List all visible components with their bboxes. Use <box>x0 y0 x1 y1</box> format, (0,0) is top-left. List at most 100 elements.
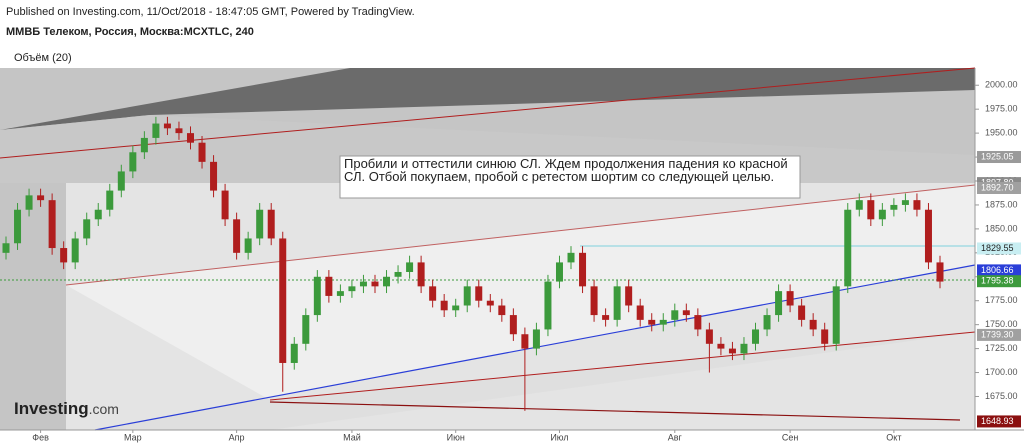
candle-body <box>440 300 448 311</box>
logo-suffix: .com <box>89 401 119 417</box>
candle-body <box>579 252 587 287</box>
price-tag-label: 1925.05 <box>981 151 1014 161</box>
candle-body <box>452 305 460 311</box>
candle-body <box>371 281 379 287</box>
candle-body <box>890 204 898 210</box>
trend-line <box>269 401 961 421</box>
candle-body <box>394 271 402 277</box>
candle-body <box>671 310 679 320</box>
candle-body <box>867 200 875 220</box>
logo: Investing.com <box>14 399 119 418</box>
candle-body <box>290 343 298 363</box>
price-tag-label: 1829.55 <box>981 243 1014 253</box>
price-tag <box>977 151 1021 164</box>
price-tag <box>977 242 1021 255</box>
candle-body <box>244 238 252 253</box>
y-tick-label: 1875.00 <box>985 199 1018 209</box>
candle-body <box>844 209 852 287</box>
candle-body <box>590 286 598 316</box>
candle-body <box>613 286 621 320</box>
x-tick-label: Фев <box>32 432 49 442</box>
candle-body <box>60 248 68 263</box>
candle-body <box>71 238 79 263</box>
y-tick-label: 1775.00 <box>985 295 1018 305</box>
y-tick-label: 1975.00 <box>985 104 1018 114</box>
x-tick-label: Июн <box>447 432 465 442</box>
candle-body <box>913 200 921 210</box>
candle-body <box>821 329 829 344</box>
candle-body <box>878 209 886 220</box>
candle-body <box>636 305 644 320</box>
candle-body <box>475 286 483 301</box>
candle-body <box>417 262 425 287</box>
candle-body <box>602 315 610 320</box>
candle-body <box>359 281 367 287</box>
logo-main: Investing <box>14 399 89 418</box>
y-tick-label: 1675.00 <box>985 391 1018 401</box>
candle-body <box>740 343 748 354</box>
candle-body <box>555 262 563 282</box>
trend-line <box>269 331 976 401</box>
candle-body <box>775 291 783 316</box>
candle-body <box>140 137 148 153</box>
price-tag-label: 1806.66 <box>981 265 1014 275</box>
candle-body <box>763 315 771 330</box>
price-tag <box>977 328 1021 341</box>
candle-body <box>14 209 22 244</box>
candle-body <box>198 142 206 162</box>
y-tick-label: 1725.00 <box>985 343 1018 353</box>
candle-body <box>567 252 575 263</box>
trend-line <box>0 67 976 159</box>
candle-body <box>659 319 667 325</box>
candle-body <box>786 291 794 306</box>
annotation-text: Пробили и оттестили синюю СЛ. Ждем продо… <box>344 157 788 184</box>
price-tag <box>977 181 1021 194</box>
candle-body <box>152 123 160 138</box>
candle-body <box>717 343 725 349</box>
annotation-box <box>339 155 801 199</box>
candle-body <box>279 238 287 363</box>
chart-title: ММВБ Телеком, Россия, Москва:MCXTLC, 240 <box>6 26 254 38</box>
candle-body <box>336 291 344 296</box>
candle-body <box>186 133 194 143</box>
trend-line <box>65 184 976 286</box>
x-tick-label: Июл <box>550 432 568 442</box>
candles <box>2 116 944 411</box>
candle-body <box>348 286 356 292</box>
candle-body <box>83 219 91 239</box>
x-tick-label: Апр <box>229 432 245 442</box>
candle-body <box>832 286 840 344</box>
candle-body <box>94 209 102 220</box>
candle-body <box>117 171 125 191</box>
candle-body <box>901 200 909 205</box>
indicator-label: Объём (20) <box>14 52 72 64</box>
y-tick-label: 1850.00 <box>985 223 1018 233</box>
price-tag <box>977 275 1021 288</box>
annotation: Пробили и оттестили синюю СЛ. Ждем продо… <box>344 157 788 184</box>
candle-body <box>682 310 690 316</box>
candle-body <box>2 243 10 253</box>
x-tick-label: Май <box>343 432 361 442</box>
y-tick-label: 2000.00 <box>985 80 1018 90</box>
candle-body <box>267 209 275 239</box>
candle-body <box>163 123 171 129</box>
candle-body <box>705 329 713 344</box>
candle-body <box>221 190 229 220</box>
candle-body <box>521 334 529 349</box>
price-tag-label: 1739.30 <box>981 329 1014 339</box>
candle-body <box>210 161 218 191</box>
x-tick-label: Сен <box>782 432 799 442</box>
zone-dark <box>0 68 975 130</box>
candle-body <box>924 209 932 263</box>
candle-body <box>302 315 310 344</box>
price-tag <box>977 415 1021 428</box>
candle-body <box>936 262 944 282</box>
candle-body <box>463 286 471 306</box>
candle-body <box>406 262 414 272</box>
candle-body <box>855 200 863 210</box>
price-tag-label: 1648.93 <box>981 416 1014 426</box>
candle-body <box>383 276 391 287</box>
candle-body <box>129 152 137 172</box>
candle-body <box>798 305 806 320</box>
candle-body <box>175 128 183 134</box>
